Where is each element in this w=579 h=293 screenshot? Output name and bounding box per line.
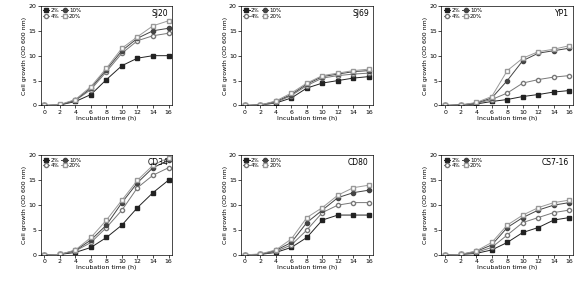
Legend: 2%, 4%, 10%, 20%: 2%, 4%, 10%, 20% [42, 157, 82, 169]
Legend: 2%, 4%, 10%, 20%: 2%, 4%, 10%, 20% [443, 8, 483, 19]
X-axis label: Incubation time (h): Incubation time (h) [76, 116, 137, 121]
Y-axis label: Cell growth (OD 600 nm): Cell growth (OD 600 nm) [222, 166, 228, 244]
X-axis label: Incubation time (h): Incubation time (h) [477, 116, 537, 121]
Text: CS7-16: CS7-16 [542, 158, 569, 167]
X-axis label: Incubation time (h): Incubation time (h) [76, 265, 137, 270]
Y-axis label: Cell growth (OD 600 nm): Cell growth (OD 600 nm) [22, 17, 27, 95]
Text: SJ20: SJ20 [152, 9, 168, 18]
Y-axis label: Cell growth (OD 600 nm): Cell growth (OD 600 nm) [222, 17, 228, 95]
Y-axis label: Cell growth (OD 600 nm): Cell growth (OD 600 nm) [423, 166, 428, 244]
X-axis label: Incubation time (h): Incubation time (h) [277, 116, 337, 121]
Text: CD80: CD80 [348, 158, 369, 167]
Legend: 2%, 4%, 10%, 20%: 2%, 4%, 10%, 20% [443, 157, 483, 169]
Text: YP1: YP1 [555, 9, 569, 18]
Y-axis label: Cell growth (OD 600 nm): Cell growth (OD 600 nm) [423, 17, 428, 95]
Y-axis label: Cell growth (OD 600 nm): Cell growth (OD 600 nm) [22, 166, 27, 244]
Legend: 2%, 4%, 10%, 20%: 2%, 4%, 10%, 20% [243, 157, 282, 169]
Text: CD34: CD34 [148, 158, 168, 167]
Text: SJ69: SJ69 [352, 9, 369, 18]
X-axis label: Incubation time (h): Incubation time (h) [477, 265, 537, 270]
X-axis label: Incubation time (h): Incubation time (h) [277, 265, 337, 270]
Legend: 2%, 4%, 10%, 20%: 2%, 4%, 10%, 20% [42, 8, 82, 19]
Legend: 2%, 4%, 10%, 20%: 2%, 4%, 10%, 20% [243, 8, 282, 19]
